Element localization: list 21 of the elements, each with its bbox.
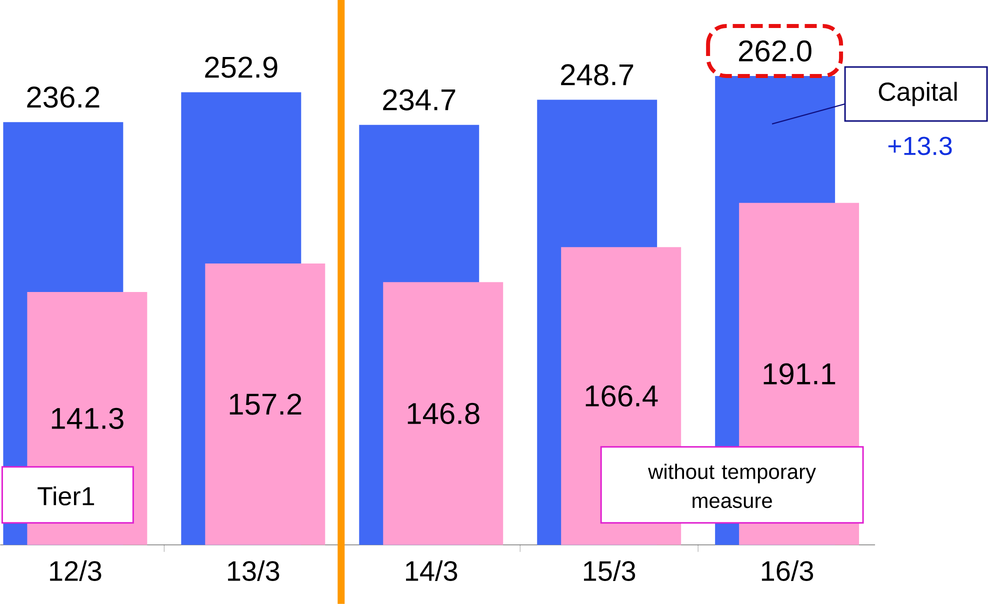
data-label: 236.2 (27, 86, 100, 108)
data-label: 146.8 (408, 402, 480, 424)
text: +13.3 (888, 136, 952, 156)
bar (383, 282, 504, 545)
x-tick-label: 15/3 (584, 560, 636, 582)
data-label: 157.2 (230, 394, 302, 415)
annotation: without temporary measure (648, 464, 816, 508)
series-label: Capital (878, 82, 957, 106)
data-label: 166.4 (586, 385, 658, 407)
data-label: 234.7 (383, 89, 456, 111)
data-label: 248.7 (561, 64, 634, 86)
x-tick-label: 12/3 (50, 560, 102, 582)
x-tick-label: 14/3 (406, 560, 458, 582)
data-label: 262.0 (739, 40, 812, 62)
x-tick-label: 16/3 (762, 560, 814, 582)
bar (205, 264, 326, 545)
series-label: Tier1 (38, 486, 94, 506)
data-label: 252.9 (205, 56, 278, 78)
data-label: 191.1 (764, 363, 836, 385)
x-tick-label: 13/3 (228, 560, 280, 582)
data-label: 141.3 (52, 408, 124, 430)
